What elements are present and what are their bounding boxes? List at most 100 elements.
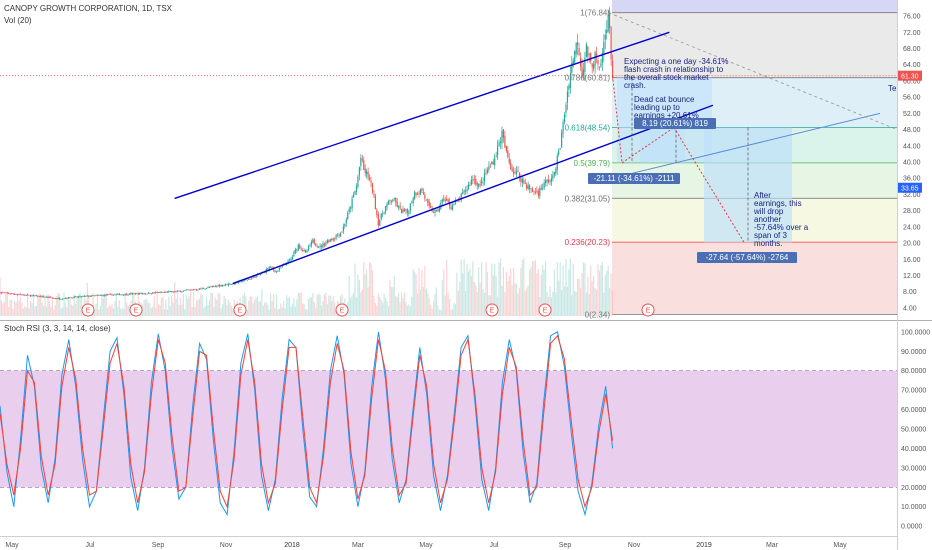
volume-bar xyxy=(371,270,374,316)
candle-body xyxy=(297,244,299,251)
volume-bar xyxy=(526,288,528,316)
volume-bar xyxy=(309,297,311,316)
earnings-marker-label: E xyxy=(543,308,548,315)
candle-body xyxy=(53,297,55,299)
candle-body xyxy=(451,205,454,210)
volume-bar xyxy=(485,261,487,316)
candle-body xyxy=(437,209,439,212)
candle-body xyxy=(377,214,379,226)
volume-bar xyxy=(114,300,116,316)
earnings-marker-label: E xyxy=(86,308,91,315)
volume-bar xyxy=(57,292,59,316)
candle-body xyxy=(513,171,515,174)
candle-body xyxy=(216,285,218,287)
candle-body xyxy=(550,177,553,182)
volume-bar xyxy=(357,274,359,316)
candle-body xyxy=(226,284,228,286)
candle-body xyxy=(425,199,427,201)
candle-body xyxy=(482,182,484,184)
candle-body xyxy=(568,85,570,90)
candle-body xyxy=(514,172,516,174)
candle-body xyxy=(543,182,545,188)
candle-body xyxy=(210,286,212,288)
candle-body xyxy=(453,204,455,206)
candle-body xyxy=(600,63,602,67)
volume-bar xyxy=(76,297,78,316)
volume-bar xyxy=(597,264,599,316)
volume-bar xyxy=(572,263,574,316)
measurement-badge xyxy=(697,252,797,263)
volume-bar xyxy=(545,261,547,316)
volume-bar xyxy=(34,306,36,316)
volume-bar xyxy=(18,300,20,316)
candle-body xyxy=(432,212,435,213)
candle-body xyxy=(304,249,307,252)
candle-body xyxy=(529,185,531,190)
candle-body xyxy=(134,293,136,295)
volume-bar xyxy=(379,296,381,316)
volume-bar xyxy=(508,275,510,316)
volume-bar xyxy=(222,304,224,316)
volume-bar xyxy=(549,286,551,316)
price-tick-label: 52.00 xyxy=(903,111,921,118)
volume-bar xyxy=(9,299,11,316)
candle-body xyxy=(188,289,190,291)
volume-bar xyxy=(195,300,198,316)
price-tick-label: 76.00 xyxy=(903,14,921,21)
measurement-label: -27.64 (-57.64%) -2764 xyxy=(706,253,789,262)
candle-body xyxy=(322,243,324,248)
candle-body xyxy=(344,224,346,227)
candle-body xyxy=(313,239,315,244)
candle-body xyxy=(45,296,48,298)
volume-bar xyxy=(206,297,208,316)
candle-body xyxy=(590,53,592,62)
candle-body xyxy=(435,210,438,211)
candle-body xyxy=(400,208,403,214)
time-axis[interactable]: May Jul Sep Nov 2018 Mar May Jul Sep Nov 2019 Mar Ma… xyxy=(5,542,847,549)
candle-body xyxy=(123,294,125,296)
volume-bar xyxy=(459,282,461,316)
candle-body xyxy=(505,146,507,152)
candle-body xyxy=(174,291,176,293)
volume-bar xyxy=(210,292,212,316)
volume-bar xyxy=(59,293,61,316)
volume-bar xyxy=(118,300,120,316)
candle-body xyxy=(421,188,423,192)
stoch-rsi-axis[interactable]: 0.0000 10.0000 20.0000 30.0000 40.0000 50.000… xyxy=(901,329,930,530)
candle-body xyxy=(470,179,473,185)
candle-body xyxy=(307,246,310,251)
volume-bar xyxy=(200,293,202,316)
candle-body xyxy=(419,189,422,195)
volume-bar xyxy=(587,276,589,316)
candle-body xyxy=(131,293,134,295)
volume-bar xyxy=(457,290,459,316)
candle-body xyxy=(588,53,590,55)
candle-body xyxy=(43,296,45,298)
fib-label: 0(2.34) xyxy=(585,311,611,320)
volume-bar xyxy=(473,281,475,316)
candle-body xyxy=(34,295,36,296)
candle-body xyxy=(469,185,471,187)
volume-bar xyxy=(223,295,225,316)
candle-body xyxy=(546,179,548,182)
volume-bar xyxy=(593,275,595,316)
volume-bar xyxy=(590,265,592,316)
volume-bar xyxy=(481,262,483,316)
candle-body xyxy=(524,182,526,184)
candle-body xyxy=(290,258,292,261)
volume-bar xyxy=(56,296,58,316)
candle-body xyxy=(374,196,376,210)
volume-bar xyxy=(312,293,314,316)
candle-body xyxy=(112,294,115,296)
candle-body xyxy=(483,173,486,182)
candle-body xyxy=(387,200,390,205)
candle-body xyxy=(355,186,358,192)
candle-body xyxy=(587,46,589,57)
price-axis[interactable]: 4.00 8.00 12.00 16.00 20.00 24.00 28.00 32.00 36… xyxy=(898,14,922,313)
candle-body xyxy=(607,14,609,32)
volume-bar xyxy=(334,302,336,316)
volume-bar xyxy=(67,299,69,316)
candle-body xyxy=(306,250,308,253)
volume-bar xyxy=(230,306,232,316)
